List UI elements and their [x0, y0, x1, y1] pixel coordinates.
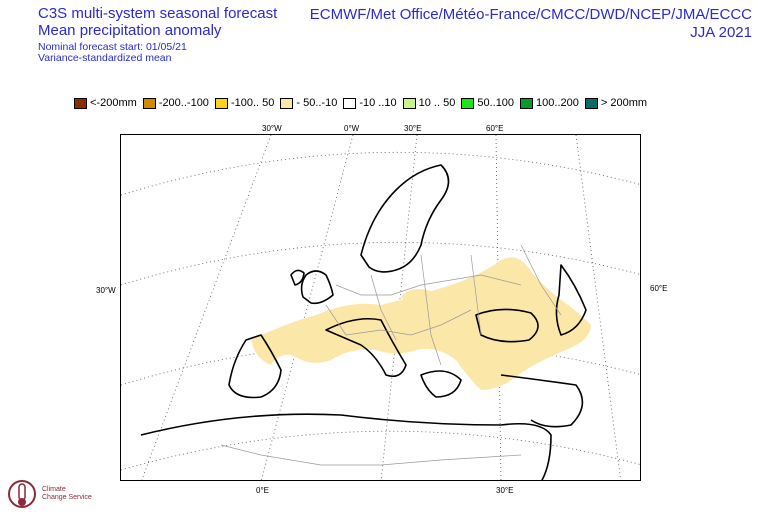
- parallel-line: [121, 151, 640, 196]
- border-line: [420, 254, 442, 366]
- coast-scandinavia: [360, 164, 450, 273]
- lon-tick-label: 30°W: [262, 124, 282, 133]
- coast-ireland: [290, 269, 305, 286]
- lon-tick-label: 30°E: [404, 124, 422, 133]
- legend-label: - 50..-10: [296, 97, 338, 109]
- legend-swatch: [343, 97, 357, 109]
- lat-tick-label: 30°W: [96, 286, 116, 295]
- coast-iberia: [228, 334, 282, 399]
- country-borders: [220, 244, 562, 466]
- legend-swatch: [214, 97, 228, 109]
- logo-line2: Change Service: [42, 494, 92, 502]
- legend-label: -200..-100: [158, 97, 209, 109]
- legend-swatch: [461, 97, 475, 109]
- map-svg: [121, 135, 640, 480]
- chart-title: C3S multi-system seasonal forecast: [38, 5, 278, 22]
- variance-note: Variance-standardized mean: [38, 52, 172, 65]
- legend-label: > 200mm: [600, 97, 648, 109]
- copernicus-logo: Climate Change Service: [6, 476, 106, 518]
- dry-anomaly-poland: [401, 289, 432, 310]
- border-line: [520, 244, 562, 316]
- chart-subtitle: Mean precipitation anomaly: [38, 21, 222, 39]
- climate-logo-icon: [8, 480, 36, 508]
- legend-label: 50..100: [477, 97, 515, 109]
- coast-turkey: [500, 374, 584, 428]
- coast-north-africa: [140, 413, 552, 480]
- legend-label: -10 ..10: [359, 97, 397, 109]
- coast-black-sea: [475, 308, 539, 343]
- legend-label: 10 .. 50: [418, 97, 456, 109]
- lon-tick-label: 60°E: [486, 124, 504, 133]
- dry-anomaly-europe: [251, 257, 591, 390]
- season-label: JJA 2021: [690, 24, 752, 41]
- meridian-line: [141, 135, 272, 480]
- coastlines: [140, 164, 587, 480]
- parallel-line: [121, 430, 640, 471]
- logo-line1: Climate: [42, 486, 66, 493]
- coast-caspian: [555, 264, 587, 336]
- header-right: ECMWF/Met Office/Météo-France/CMCC/DWD/N…: [310, 6, 752, 42]
- nominal-start: Nominal forecast start: 01/05/21: [38, 40, 187, 53]
- border-line: [370, 274, 397, 341]
- meridian-line: [575, 135, 622, 480]
- legend-item: 100..200: [520, 97, 579, 109]
- legend-swatch: [402, 97, 416, 109]
- legend-swatch: [280, 97, 294, 109]
- anomaly-fill: [251, 257, 591, 390]
- legend-label: 100..200: [536, 97, 579, 109]
- legend-swatch: [584, 97, 598, 109]
- border-line: [220, 444, 522, 466]
- legend-item: > 200mm: [584, 97, 648, 109]
- lon-tick-label-bottom: 30°E: [496, 486, 514, 495]
- legend-label: <-200mm: [90, 97, 137, 109]
- forecast-centres: ECMWF/Met Office/Météo-France/CMCC/DWD/N…: [309, 6, 752, 23]
- lon-tick-label: 0°W: [344, 124, 360, 133]
- legend-swatch: [142, 97, 156, 109]
- legend-item: - 50..-10: [280, 97, 337, 109]
- coast-italy: [325, 317, 407, 378]
- legend-item: 50..100: [461, 97, 514, 109]
- legend: <-200mm -200..-100 -100.. 50 - 50..-10 -10 .…: [74, 96, 653, 110]
- legend-item: -200..-100: [142, 97, 209, 109]
- coast-greece: [420, 370, 462, 398]
- parallel-line: [121, 241, 640, 286]
- lon-tick-label-bottom: 0°E: [256, 486, 269, 495]
- legend-swatch: [520, 97, 534, 109]
- legend-label: -100.. 50: [230, 97, 275, 109]
- legend-item: 10 .. 50: [402, 97, 456, 109]
- border-line: [335, 274, 522, 296]
- lon-tick-label-right: 60°E: [650, 284, 668, 293]
- coast-britain: [300, 270, 334, 305]
- legend-item: -10 ..10: [343, 97, 397, 109]
- legend-item: <-200mm: [74, 97, 137, 109]
- logo-text: Climate Change Service: [42, 486, 92, 503]
- title-block: C3S multi-system seasonal forecast Mean …: [38, 5, 278, 65]
- legend-item: -100.. 50: [214, 97, 275, 109]
- border-line: [470, 254, 482, 336]
- border-line: [325, 304, 472, 336]
- map-panel: [120, 134, 641, 481]
- legend-swatch: [74, 97, 87, 109]
